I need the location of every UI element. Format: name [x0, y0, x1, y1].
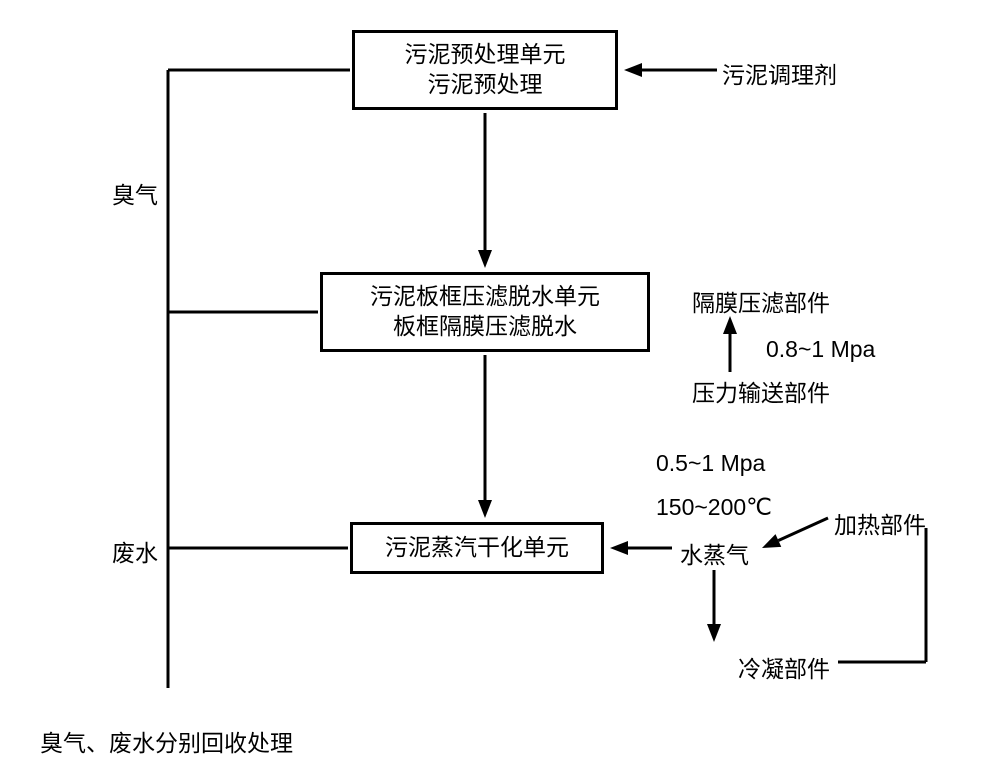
connector-layer: [0, 0, 1000, 781]
diagram-canvas: 污泥预处理单元 污泥预处理 污泥板框压滤脱水单元 板框隔膜压滤脱水 污泥蒸汽干化…: [0, 0, 1000, 781]
